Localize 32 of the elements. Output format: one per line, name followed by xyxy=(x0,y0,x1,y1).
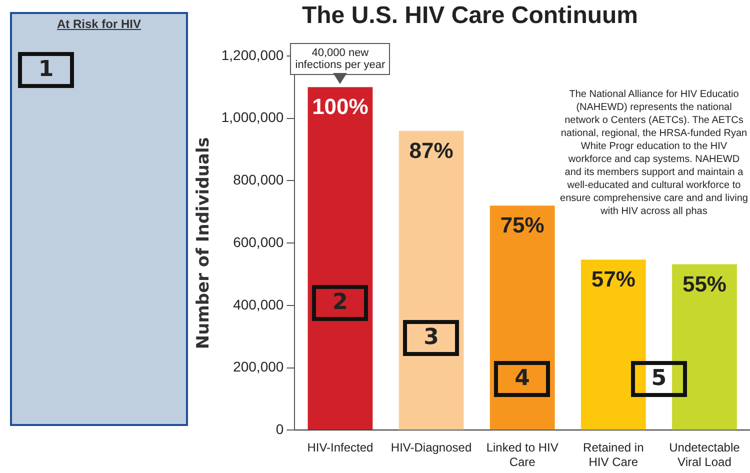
bar xyxy=(672,264,737,430)
y-tick-label: 600,000 xyxy=(233,234,284,250)
x-tick-label: Undetectable Viral Load xyxy=(669,440,740,470)
annotation: 4 xyxy=(494,360,550,397)
y-tick-label: 200,000 xyxy=(233,358,284,375)
bar xyxy=(398,130,464,430)
y-tick-label: 1,200,000 xyxy=(221,46,284,63)
text: The National Alliance for HIV Educatio (NAHEWD) represents the national network o Centers (AETCs). The AETCs national, regional, the HRSA-funded Ryan White Progr education to the HIV workforce and cap systems. NAHEWD and its members support and maintain a well-educated and cultural workforce to ensure comprehensive care and and living with HIV across all phas xyxy=(560,89,748,217)
x-tick-label: HIV-Diagnosed xyxy=(390,440,472,455)
text: 1 xyxy=(18,52,74,88)
y-tick-label: 1,000,000 xyxy=(221,109,284,126)
y-tick-label: 0 xyxy=(276,421,284,438)
y-tick-label: 400,000 xyxy=(233,296,284,312)
bar xyxy=(308,87,373,430)
x-tick-label: Retained in HIV Care xyxy=(583,440,644,470)
y-axis-title: Number of Individuals xyxy=(194,137,214,350)
annotation: 3 xyxy=(403,320,460,356)
text: At Risk for HIV xyxy=(56,17,142,31)
chart-title: The U.S. HIV Care Continuum xyxy=(300,2,640,30)
annotation: 40,000 new infections per year xyxy=(290,43,390,76)
annotation: 100% xyxy=(312,94,368,120)
x-tick-label: Linked to HIV Care xyxy=(486,440,558,470)
x-tick-label: HIV-Infected xyxy=(307,440,374,455)
y-tick-label: 800,000 xyxy=(233,172,284,188)
annotation: 87% xyxy=(409,138,454,163)
annotation: 55% xyxy=(682,271,726,296)
annotation: 75% xyxy=(500,212,544,238)
bar xyxy=(580,260,646,430)
annotation: 5 xyxy=(630,360,687,397)
bar xyxy=(490,206,555,430)
annotation: 57% xyxy=(591,266,636,292)
annotation: 2 xyxy=(312,284,368,321)
